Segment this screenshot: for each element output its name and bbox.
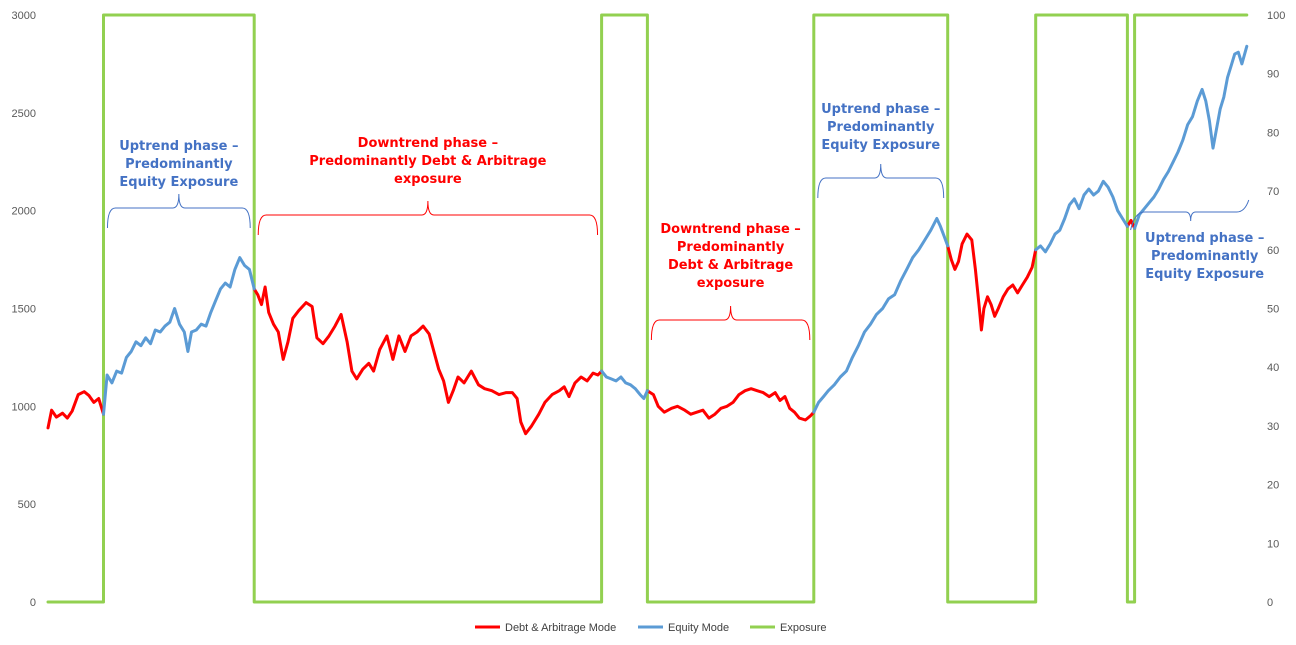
annotation-text-3-2: Equity Exposure — [821, 138, 940, 153]
series-line-equity-mode-2 — [812, 217, 950, 414]
annotation-text-2-3: exposure — [697, 276, 765, 291]
annotation-brace-1 — [257, 200, 599, 236]
annotation-brace-0 — [106, 193, 251, 229]
left-tick-label-2000: 2000 — [12, 206, 36, 218]
series-line-debt-arbitrage-mode-0 — [46, 390, 105, 430]
series-line-equity-mode-1 — [600, 369, 649, 400]
annotation-text-2-1: Predominantly — [677, 240, 785, 255]
annotation-text-4-0: Uptrend phase – — [1145, 231, 1264, 246]
annotation-4: Uptrend phase – Predominantly Equity Expos… — [1130, 199, 1264, 282]
annotation-0: Uptrend phase – Predominantly Equity Expos… — [106, 139, 251, 229]
series-line-debt-arbitrage-mode-2 — [645, 387, 816, 422]
right-tick-label-70: 70 — [1267, 186, 1279, 198]
series-line-debt-arbitrage-mode-1 — [252, 285, 604, 436]
left-tick-label-1500: 1500 — [12, 304, 36, 316]
legend-label-debt: Debt & Arbitrage Mode — [505, 622, 616, 634]
legend-label-equity: Equity Mode — [668, 622, 729, 634]
right-tick-label-40: 40 — [1267, 362, 1279, 374]
series-line-debt-arbitrage-mode-4 — [1125, 218, 1137, 230]
annotation-brace-4 — [1130, 199, 1250, 231]
right-tick-label-20: 20 — [1267, 480, 1279, 492]
annotation-2: Downtrend phase – Predominantly Debt & Arb… — [650, 222, 811, 341]
left-tick-label-500: 500 — [18, 499, 36, 511]
series-line-equity-mode-0 — [102, 256, 256, 416]
annotation-text-4-1: Predominantly — [1151, 249, 1259, 264]
annotation-layer: Uptrend phase – Predominantly Equity Expos… — [106, 102, 1264, 341]
legend-item-debt: Debt & Arbitrage Mode — [475, 622, 616, 634]
right-axis: 0 10 20 30 40 50 60 70 80 90 100 — [1267, 10, 1285, 609]
right-tick-label-50: 50 — [1267, 304, 1279, 316]
series-layer — [46, 13, 1249, 604]
right-tick-label-100: 100 — [1267, 10, 1285, 22]
annotation-text-3-0: Uptrend phase – — [821, 102, 940, 117]
annotation-text-0-0: Uptrend phase – — [119, 139, 238, 154]
series-line-equity-mode-4 — [1133, 44, 1249, 230]
left-tick-label-0: 0 — [30, 597, 36, 609]
right-tick-label-10: 10 — [1267, 538, 1279, 550]
left-axis: 0 500 1000 1500 2000 2500 3000 — [12, 10, 36, 609]
left-tick-label-3000: 3000 — [12, 10, 36, 22]
annotation-text-2-0: Downtrend phase – — [660, 222, 800, 237]
left-tick-label-1000: 1000 — [12, 401, 36, 413]
annotation-text-1-1: Predominantly Debt & Arbitrage — [309, 154, 546, 169]
right-tick-label-60: 60 — [1267, 245, 1279, 257]
right-tick-label-30: 30 — [1267, 421, 1279, 433]
annotation-brace-3 — [817, 163, 945, 199]
annotation-text-3-1: Predominantly — [827, 120, 935, 135]
annotation-text-0-1: Predominantly — [125, 157, 233, 172]
annotation-text-4-2: Equity Exposure — [1145, 267, 1264, 282]
annotation-3: Uptrend phase – Predominantly Equity Expos… — [817, 102, 945, 199]
series-line-debt-arbitrage-mode-3 — [946, 232, 1038, 332]
series-line-exposure-0 — [46, 13, 1249, 604]
right-tick-label-0: 0 — [1267, 597, 1273, 609]
right-tick-label-80: 80 — [1267, 127, 1279, 139]
annotation-text-0-2: Equity Exposure — [119, 175, 238, 190]
left-tick-label-2500: 2500 — [12, 108, 36, 120]
annotation-brace-2 — [650, 305, 811, 341]
legend-item-equity: Equity Mode — [638, 622, 729, 634]
series-line-equity-mode-3 — [1034, 179, 1129, 254]
annotation-text-2-2: Debt & Arbitrage — [668, 258, 793, 273]
legend-label-exposure: Exposure — [780, 622, 826, 634]
annotation-1: Downtrend phase – Predominantly Debt & Ar… — [257, 136, 599, 236]
annotation-text-1-2: exposure — [394, 172, 462, 187]
right-tick-label-90: 90 — [1267, 69, 1279, 81]
legend: Debt & Arbitrage Mode Equity Mode Exposu… — [475, 622, 826, 634]
annotation-text-1-0: Downtrend phase – — [358, 136, 498, 151]
legend-item-exposure: Exposure — [750, 622, 826, 634]
